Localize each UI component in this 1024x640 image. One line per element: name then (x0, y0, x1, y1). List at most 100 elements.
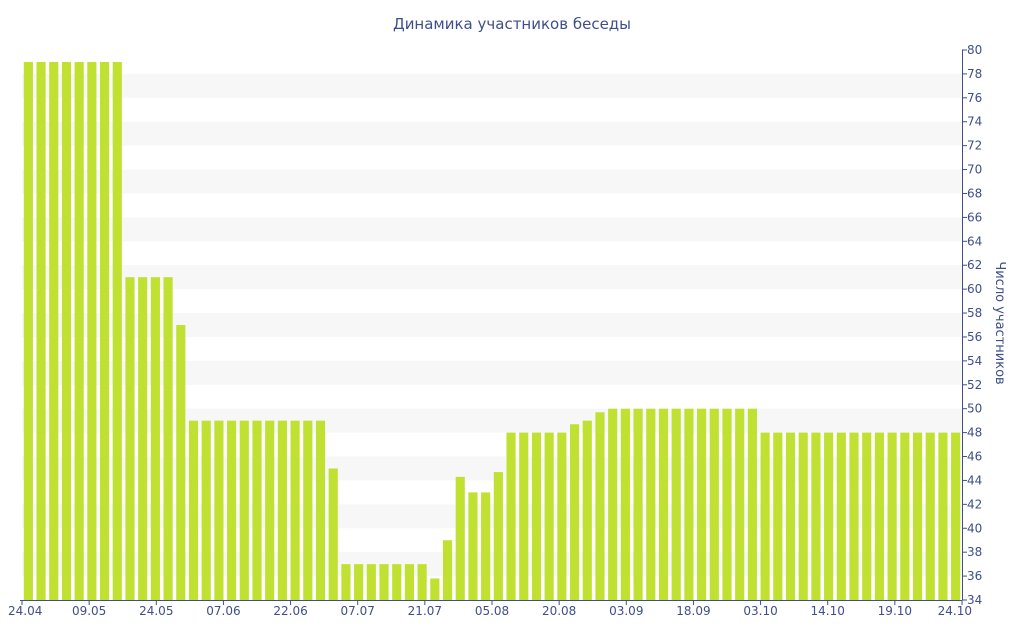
y-axis-label: Число участников (992, 261, 1007, 384)
y-tick-label: 52 (967, 378, 982, 392)
bar (290, 420, 300, 600)
y-tick-label: 46 (967, 450, 982, 464)
bar (849, 432, 859, 600)
bar (265, 420, 275, 600)
bar (188, 420, 199, 600)
y-tick-label: 56 (967, 330, 982, 344)
bar (811, 432, 821, 600)
bar (760, 432, 770, 600)
x-tick-label: 24.05 (139, 604, 173, 618)
bar (150, 277, 160, 600)
chart-title: Динамика участников беседы (393, 15, 631, 33)
x-tick-label: 09.05 (72, 604, 106, 618)
grid-band (22, 121, 962, 146)
y-tick-label: 78 (967, 67, 982, 81)
bar (252, 420, 262, 600)
y-tick-label: 36 (967, 569, 982, 583)
grid-band (22, 169, 962, 194)
y-tick-label: 76 (967, 91, 982, 105)
bar (569, 424, 580, 600)
x-tick-label: 18.09 (676, 604, 710, 618)
bar (887, 432, 897, 600)
bar (735, 408, 745, 600)
bar (951, 432, 961, 600)
bar (341, 564, 351, 600)
bar (874, 432, 885, 600)
y-tick-label: 38 (967, 545, 982, 559)
bar (392, 564, 402, 600)
bar (608, 408, 618, 600)
y-tick-label: 70 (967, 163, 982, 177)
y-tick-label: 40 (967, 521, 982, 535)
bar (798, 432, 808, 600)
bar (404, 564, 415, 600)
bar (709, 408, 719, 600)
bar (506, 432, 516, 600)
bar (125, 277, 135, 600)
bar (315, 420, 326, 600)
bar (824, 432, 834, 600)
bar (531, 432, 542, 600)
bar (938, 432, 948, 600)
grid-band (22, 360, 962, 385)
bar (620, 408, 630, 600)
bar (785, 432, 796, 600)
bar (417, 564, 427, 600)
y-tick-label: 42 (967, 497, 982, 511)
bar (442, 540, 453, 600)
y-tick-label: 64 (967, 234, 982, 248)
bar (36, 61, 46, 600)
bar (138, 277, 148, 600)
bar (519, 432, 529, 600)
bar (112, 61, 122, 600)
y-tick-label: 34 (967, 593, 982, 607)
bar (366, 564, 376, 600)
axes (20, 50, 963, 601)
bar (379, 564, 389, 600)
bar (697, 408, 707, 600)
y-tick-label: 60 (967, 282, 982, 296)
bar (87, 61, 97, 600)
bar (747, 408, 757, 600)
grid-band (22, 265, 962, 290)
y-tick-label: 50 (967, 402, 982, 416)
grid-band (22, 217, 962, 242)
bars (23, 61, 961, 600)
bar (214, 420, 224, 600)
bar (773, 432, 783, 600)
bar (493, 472, 503, 600)
grid-band (22, 504, 962, 529)
grid-band (22, 456, 962, 481)
bar (836, 432, 846, 600)
bar (277, 420, 287, 600)
x-axis-ticks: 24.04 09.05 24.05 07.06 22.06 07.07 21.07 05.08… (8, 600, 972, 618)
y-tick-label: 66 (967, 210, 982, 224)
grid-band (22, 552, 962, 577)
bar (430, 578, 440, 600)
bar (239, 420, 249, 600)
bar (49, 61, 59, 600)
bar (633, 408, 643, 600)
bar (684, 408, 694, 600)
bar (61, 61, 72, 600)
x-tick-label: 14.10 (811, 604, 845, 618)
x-tick-label: 03.09 (609, 604, 643, 618)
bar (354, 564, 364, 600)
bar (722, 408, 732, 600)
y-tick-label: 58 (967, 306, 982, 320)
grid-bands (22, 73, 962, 577)
y-axis-ticks: 34 36 38 40 42 44 46 48 50 52 54 56 58 60 62 64 66 68 70 72… (962, 43, 982, 607)
x-tick-label: 03.10 (743, 604, 777, 618)
x-tick-label: 19.10 (878, 604, 912, 618)
bar (468, 492, 478, 600)
grid-band (22, 408, 962, 433)
x-tick-label: 05.08 (475, 604, 509, 618)
x-tick-label: 21.07 (408, 604, 442, 618)
bar (582, 420, 592, 600)
bar (912, 432, 923, 600)
y-tick-label: 54 (967, 354, 982, 368)
bar (658, 408, 669, 600)
x-tick-label: 07.07 (341, 604, 375, 618)
x-tick-label: 07.06 (206, 604, 240, 618)
